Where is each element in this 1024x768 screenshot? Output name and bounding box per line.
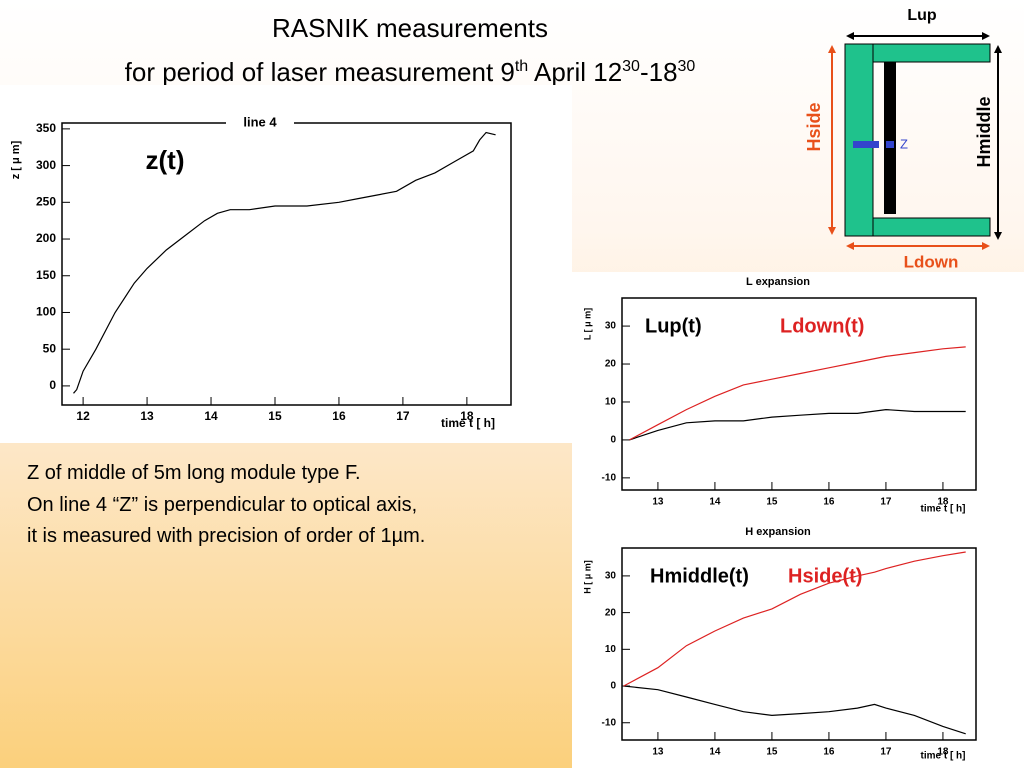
annotation: z(t) [146,145,185,175]
body-line: On line 4 “Z” is perpendicular to optica… [27,493,418,516]
x-axis-label: time t [ h] [921,751,966,762]
plot-frame [621,297,977,491]
diagram-label: Ldown [904,252,959,271]
y-tick-label: 30 [605,571,617,582]
y-tick-label: 0 [610,681,616,692]
panel [572,272,1024,768]
title-sup: 30 [622,58,640,75]
chart-title: L expansion [746,276,810,288]
x-tick-label: 15 [766,747,778,758]
x-tick-label: 16 [823,747,835,758]
diagram-label: Hmiddle [974,96,994,167]
y-tick-label: 50 [43,341,57,355]
diagram-label: Hside [804,102,824,151]
y-tick-label: 350 [36,121,56,135]
title-text: for period of laser measurement 9 [124,57,515,87]
title-sup: 30 [677,58,696,75]
y-tick-label: 10 [605,644,617,655]
y-tick-label: 20 [605,359,617,370]
y-tick-label: 10 [605,397,617,408]
title-sup: th [514,58,529,75]
x-tick-label: 18 [937,497,949,508]
data-line [623,685,966,735]
diagram-label: Lup [907,7,937,24]
y-tick-label: -10 [602,717,617,728]
legend-entry: Lup(t) [645,315,702,337]
x-tick-label: 14 [709,747,721,758]
x-tick-label: 14 [204,409,218,423]
data-line [629,408,966,441]
title-bg [226,115,294,131]
x-tick-label: 16 [332,409,346,423]
y-tick-label: -10 [602,472,617,483]
slide-title: RASNIK measurements for period of laser … [0,6,820,94]
module-side [844,43,874,237]
plot-frame [621,547,977,741]
diagram-label: Z [900,136,908,151]
x-tick-label: 15 [766,497,778,508]
legend-entry: Hside(t) [788,565,862,587]
legend-entry: Hmiddle(t) [650,565,749,587]
diagram: Lup Hside Hmiddle Ldown Z [804,7,1002,271]
title-line: for period of laser measurement 9th Apri… [0,50,820,94]
z-marker [853,141,879,148]
chart-title: H expansion [745,526,811,538]
x-tick-label: 14 [709,497,721,508]
x-axis-label: time t [ h] [441,416,495,430]
y-tick-label: 20 [605,607,617,618]
x-tick-label: 17 [396,409,410,423]
body-line: it is measured with precision of order o… [27,525,426,547]
y-axis-label: H [ μ m] [582,560,592,594]
x-tick-label: 13 [652,497,664,508]
y-tick-label: 200 [36,231,56,245]
body-line: Z of middle of 5m long module type F. [27,462,361,484]
y-tick-label: 300 [36,158,56,172]
z-marker [886,141,894,148]
data-line [73,131,496,394]
x-tick-label: 18 [460,409,474,423]
y-tick-label: 150 [36,268,56,282]
title-bg [744,524,812,540]
y-tick-label: 0 [610,435,616,446]
y-axis-label: L [ μ m] [582,308,592,340]
y-tick-label: 0 [49,378,56,392]
x-tick-label: 18 [937,747,949,758]
x-tick-label: 15 [268,409,282,423]
x-tick-label: 12 [76,409,90,423]
chart-title: line 4 [243,114,277,129]
module-middle [884,62,896,214]
title-bg [744,274,812,290]
y-tick-label: 250 [36,194,56,208]
data-line [629,346,966,441]
module-bottom [872,217,991,237]
panel [0,85,572,443]
y-axis-label: z [ μ m] [10,140,22,179]
data-line [623,551,966,687]
legend-entry: Ldown(t) [780,315,864,337]
title-line: RASNIK measurements [272,13,548,43]
x-tick-label: 13 [652,747,664,758]
x-tick-label: 13 [140,409,154,423]
title-text: April 12 [528,57,623,87]
body-text: Z of middle of 5m long module type F. On… [27,458,425,553]
x-axis-label: time t [ h] [921,504,966,515]
y-tick-label: 100 [36,305,56,319]
x-tick-label: 16 [823,497,835,508]
title-text: -18 [639,57,678,87]
module-top [872,43,991,63]
y-tick-label: 30 [605,321,617,332]
x-tick-label: 17 [880,497,892,508]
x-tick-label: 17 [880,747,892,758]
